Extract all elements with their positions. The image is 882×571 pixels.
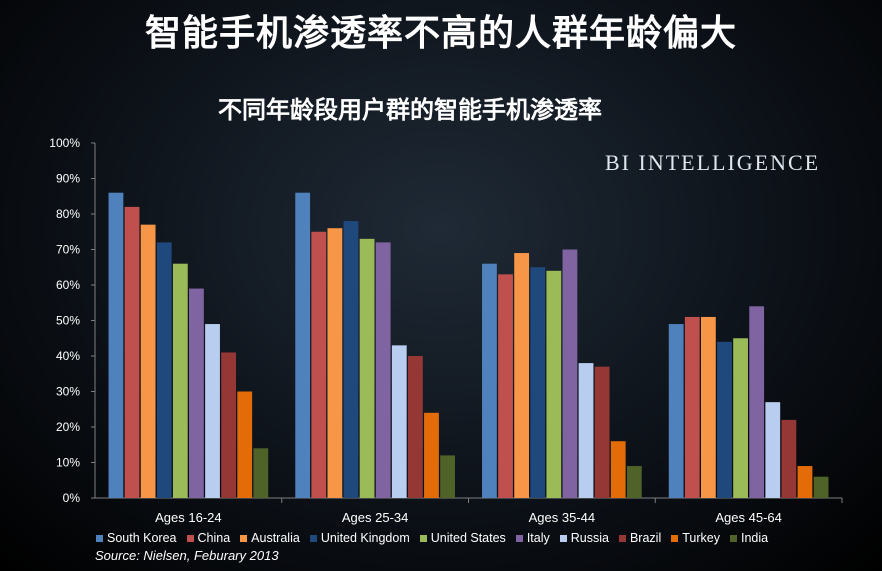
- y-tick-label: 70%: [56, 243, 80, 257]
- bar: [440, 455, 455, 498]
- bar: [684, 316, 700, 498]
- legend-swatch: [96, 534, 103, 542]
- legend-item: United Kingdom: [309, 531, 410, 545]
- x-tick-label: Ages 16-24: [155, 510, 222, 525]
- bar: [221, 352, 237, 498]
- legend-swatch: [240, 534, 248, 542]
- bar: [514, 253, 530, 498]
- y-tick-label: 10%: [56, 456, 80, 470]
- bar: [717, 341, 732, 498]
- legend-item: Italy: [515, 531, 550, 545]
- bar: [343, 221, 359, 498]
- x-tick-label: Ages 35-44: [529, 510, 596, 525]
- bar: [375, 242, 391, 498]
- legend-label: China: [197, 531, 231, 545]
- legend-label: South Korea: [107, 531, 177, 545]
- bar: [749, 306, 765, 498]
- bar: [205, 324, 220, 498]
- legend-swatch: [186, 534, 194, 542]
- y-tick-label: 20%: [56, 420, 80, 434]
- bar: [189, 288, 204, 498]
- legend-label: Russia: [570, 531, 609, 545]
- legend-label: United States: [430, 531, 506, 545]
- bar: [668, 324, 684, 498]
- legend-item: United States: [419, 531, 506, 545]
- bar: [124, 206, 140, 498]
- y-tick-label: 30%: [56, 385, 80, 399]
- bar: [391, 345, 407, 498]
- bar: [498, 274, 513, 498]
- bar: [295, 192, 311, 498]
- bar: [253, 448, 269, 498]
- bar: [797, 466, 813, 498]
- bar: [237, 391, 253, 498]
- bar: [733, 338, 748, 498]
- brand-logo: BI INTELLIGENCE: [605, 150, 821, 175]
- legend-label: Australia: [251, 531, 300, 545]
- y-tick-label: 60%: [56, 278, 80, 292]
- legend-swatch: [515, 534, 523, 542]
- x-tick-label: Ages 25-34: [342, 510, 409, 525]
- bar: [172, 263, 188, 498]
- legend-swatch: [419, 534, 427, 542]
- source-note: Source: Nielsen, Feburary 2013: [95, 548, 279, 563]
- bar: [594, 366, 610, 498]
- legend-label: Brazil: [629, 531, 662, 545]
- y-tick-label: 0%: [63, 491, 81, 505]
- legend-item: China: [186, 531, 231, 545]
- legend-item: Russia: [559, 531, 609, 545]
- bar: [626, 466, 642, 498]
- legend-item: Brazil: [618, 531, 662, 545]
- slide-title: 智能手机渗透率不高的人群年龄偏大: [144, 13, 737, 54]
- bar: [562, 249, 578, 498]
- chart-title: 不同年龄段用户群的智能手机渗透率: [218, 96, 602, 124]
- legend-swatch: [309, 534, 317, 542]
- legend-label: Turkey: [682, 531, 720, 545]
- bar: [610, 441, 626, 498]
- bar: [781, 419, 797, 498]
- bar: [482, 263, 497, 498]
- y-tick-label: 90%: [56, 172, 80, 186]
- legend-label: United Kingdom: [320, 531, 410, 545]
- legend-item: Australia: [240, 531, 300, 545]
- bar: [424, 412, 439, 498]
- chart-legend: South Korea China Australia United Kingdom U…: [96, 531, 778, 545]
- legend-swatch: [729, 534, 737, 542]
- bar: [700, 316, 716, 498]
- legend-swatch: [618, 534, 626, 542]
- y-tick-label: 80%: [56, 207, 80, 221]
- y-tick-label: 40%: [56, 349, 80, 363]
- y-tick-label: 50%: [56, 314, 80, 328]
- legend-item: South Korea: [96, 531, 177, 545]
- bar: [140, 224, 156, 498]
- legend-swatch: [671, 534, 679, 542]
- bar: [578, 363, 594, 498]
- legend-label: Italy: [526, 531, 550, 545]
- bar: [407, 356, 423, 498]
- bar: [327, 228, 343, 498]
- y-tick-label: 100%: [49, 136, 80, 150]
- legend-swatch: [559, 534, 567, 542]
- bar: [108, 192, 124, 498]
- bar: [546, 270, 562, 498]
- x-tick-label: Ages 45-64: [715, 510, 782, 525]
- bar: [156, 242, 172, 498]
- legend-label: India: [740, 531, 769, 545]
- bar: [311, 231, 327, 498]
- bar: [530, 267, 546, 498]
- legend-item: India: [729, 531, 769, 545]
- bar: [359, 238, 375, 498]
- bar: [765, 402, 781, 498]
- bar: [813, 476, 829, 498]
- legend-item: Turkey: [671, 531, 720, 545]
